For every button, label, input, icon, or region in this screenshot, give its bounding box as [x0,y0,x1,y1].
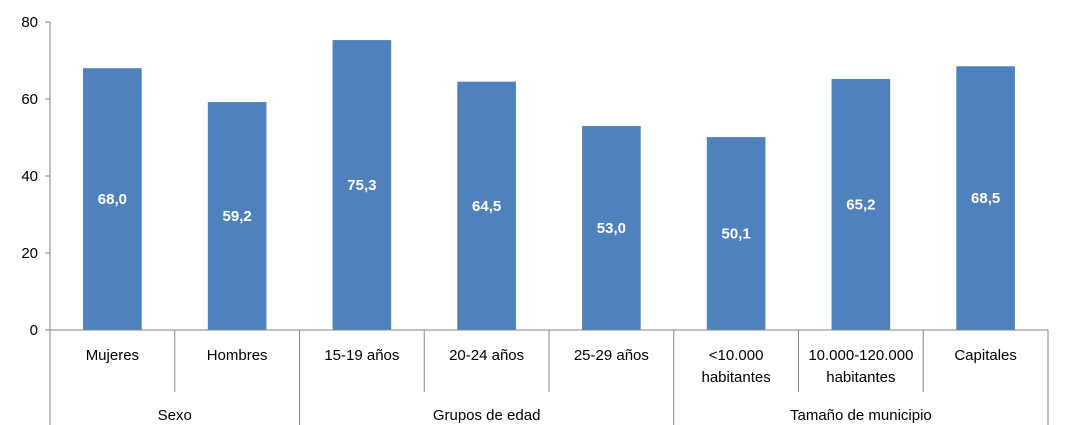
y-tick-label: 20 [21,245,38,262]
x-axis: Mujeres Hombres 15-19 años 20-24 años 25-29 … [49,329,1049,425]
data-label: 65,2 [846,196,875,213]
x-tick-label: 25-29 años [574,347,649,364]
bar [956,66,1015,331]
bar [207,102,267,330]
bar [706,137,766,330]
y-axis: 0 20 40 60 80 [21,14,51,339]
x-tick-label: Mujeres [86,347,139,364]
x-tick-label: 10.000-120.000 habitantes [808,347,913,386]
bars: 68,0 59,2 75,3 64,5 53,0 50,1 65,2 68,5 [83,40,1015,331]
x-tick-label: 20-24 años [449,347,524,364]
y-tick-label: 0 [30,322,38,339]
x-tick-label: 15-19 años [324,347,399,364]
bar [831,78,891,330]
data-label: 59,2 [223,208,252,225]
data-label: 68,0 [98,191,127,208]
data-label: 75,3 [347,177,376,194]
y-tick-label: 60 [21,91,38,108]
x-group-label: Tamaño de municipio [790,407,932,424]
x-tick-label: <10.000 habitantes [702,347,771,386]
bar [83,68,142,330]
y-tick-label: 40 [21,168,38,185]
data-label: 64,5 [472,198,501,215]
bar [332,40,392,330]
x-tick-label: Capitales [954,347,1017,364]
x-group-label: Sexo [158,407,192,424]
data-label: 53,0 [597,220,626,237]
bar [457,81,516,330]
x-group-label: Grupos de edad [433,407,541,424]
x-tick-label: Hombres [207,347,268,364]
data-label: 50,1 [722,226,751,243]
y-tick-label: 80 [21,14,38,31]
bar [582,125,641,330]
data-label: 68,5 [971,190,1000,207]
